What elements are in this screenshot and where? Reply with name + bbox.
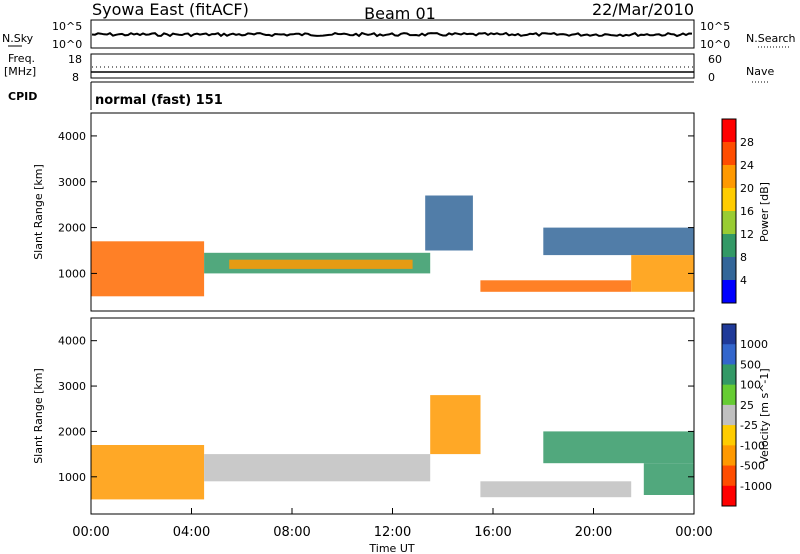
velocity-colorbar: 1000 500 100 25 -25 -100 -500 -1000 — [721, 323, 772, 507]
colorbar-swatch — [722, 404, 736, 426]
nave-tick-top: 60 — [708, 53, 722, 66]
velocity-y-label: Slant Range [km] — [32, 368, 45, 464]
colorbar-swatch — [722, 165, 736, 189]
echo-band — [229, 259, 413, 269]
nsky-tick-top: 10^5 — [52, 20, 82, 33]
freq-label-1: Freq. — [8, 52, 35, 65]
y-tick-label: 2000 — [58, 222, 86, 235]
colorbar-swatch — [722, 425, 736, 446]
beam-title: Beam 01 — [364, 4, 436, 23]
station-title: Syowa East (fitACF) — [92, 0, 249, 19]
echo-band — [643, 463, 695, 495]
x-tick-label: 08:00 — [273, 525, 310, 540]
echo-band — [543, 431, 695, 464]
y-tick-label: 3000 — [58, 380, 86, 393]
colorbar-tick-label: 20 — [740, 182, 754, 195]
colorbar-tick-label: -500 — [740, 460, 765, 473]
colorbar-tick-label: 8 — [740, 251, 747, 264]
colorbar-tick-label: 1000 — [740, 338, 768, 351]
freq-label-2: [MHz] — [4, 65, 36, 78]
velocity-y-axis: 4000 3000 2000 1000 — [58, 335, 694, 484]
colorbar-swatch — [722, 119, 736, 143]
nsky-trace — [91, 31, 693, 38]
colorbar-swatch — [722, 384, 736, 406]
power-colorbar-label: Power [dB] — [758, 182, 771, 242]
cpid-label: CPID — [8, 90, 37, 103]
colorbar-tick-label: 500 — [740, 358, 761, 371]
nsearch-tick-bottom: 10^0 — [700, 38, 730, 51]
nsky-panel-frame — [90, 19, 695, 49]
x-tick-label: 20:00 — [575, 525, 612, 540]
colorbar-tick-label: 12 — [740, 228, 754, 241]
power-y-axis: 4000 3000 2000 1000 — [58, 130, 694, 280]
echo-band — [480, 280, 632, 292]
velocity-data-layer — [91, 395, 695, 500]
colorbar-tick-label: 28 — [740, 136, 754, 149]
colorbar-tick-label: -25 — [740, 419, 758, 432]
nsearch-tick-top: 10^5 — [700, 20, 730, 33]
velocity-colorbar-label: Velocity [m s^-1] — [758, 368, 771, 463]
x-tick-label: 16:00 — [474, 525, 511, 540]
colorbar-swatch — [722, 211, 736, 235]
power-panel-frame — [90, 112, 695, 312]
x-axis-label: Time UT — [368, 542, 414, 554]
colorbar-swatch — [722, 257, 736, 281]
y-tick-label: 2000 — [58, 425, 86, 438]
colorbar-tick-label: 100 — [740, 379, 761, 392]
colorbar-swatch — [722, 234, 736, 258]
colorbar-tick-label: 16 — [740, 205, 754, 218]
y-tick-label: 1000 — [58, 267, 86, 280]
echo-band — [91, 241, 205, 297]
colorbar-swatch — [722, 324, 736, 345]
colorbar-tick-label: -1000 — [740, 480, 772, 493]
power-colorbar: 28 24 20 16 12 8 4 — [721, 118, 754, 304]
echo-band — [91, 445, 205, 500]
echo-band — [543, 227, 695, 256]
colorbar-tick-label: -100 — [740, 439, 765, 452]
y-tick-label: 3000 — [58, 176, 86, 189]
nsearch-label: N.Search — [746, 32, 796, 45]
colorbar-swatch — [722, 188, 736, 212]
nsky-tick-bottom: 10^0 — [52, 38, 82, 51]
y-tick-label: 4000 — [58, 335, 86, 348]
colorbar-swatch — [722, 465, 736, 487]
colorbar-swatch — [722, 364, 736, 386]
freq-tick-bottom: 8 — [72, 71, 79, 84]
nave-tick-bottom: 0 — [708, 71, 715, 84]
echo-band — [425, 195, 473, 251]
colorbar-swatch — [722, 445, 736, 467]
colorbar-frame — [721, 323, 737, 507]
date-title: 22/Mar/2010 — [592, 0, 694, 19]
x-tick-label: 12:00 — [374, 525, 411, 540]
echo-band — [631, 255, 694, 292]
x-tick-label: 00:00 — [675, 525, 712, 540]
colorbar-swatch — [722, 142, 736, 166]
colorbar-tick-label: 25 — [740, 399, 754, 412]
power-panel: 4000 3000 2000 1000 Slant Range [km] 28 24 20… — [32, 112, 771, 312]
colorbar-frame — [721, 118, 737, 304]
y-tick-label: 4000 — [58, 130, 86, 143]
x-tick-label: 04:00 — [173, 525, 210, 540]
echo-band — [480, 481, 632, 498]
power-y-label: Slant Range [km] — [32, 164, 45, 260]
freq-tick-top: 18 — [68, 53, 82, 66]
colorbar-swatch — [722, 280, 736, 304]
echo-band — [430, 395, 481, 455]
cpid-value: normal (fast) 151 — [95, 93, 223, 108]
freq-panel-frame — [90, 53, 695, 79]
nave-label: Nave — [746, 65, 774, 78]
nsky-label: N.Sky — [2, 32, 34, 45]
colorbar-swatch — [722, 344, 736, 365]
colorbar-tick-label: 4 — [740, 274, 747, 287]
velocity-x-axis: 00:00 04:00 08:00 12:00 16:00 20:00 00:00 — [72, 508, 713, 540]
x-tick-label: 00:00 — [72, 525, 109, 540]
colorbar-tick-label: 24 — [740, 159, 754, 172]
echo-band — [204, 454, 431, 482]
y-tick-label: 1000 — [58, 471, 86, 484]
power-data-layer — [91, 195, 695, 297]
colorbar-swatch — [722, 485, 736, 507]
